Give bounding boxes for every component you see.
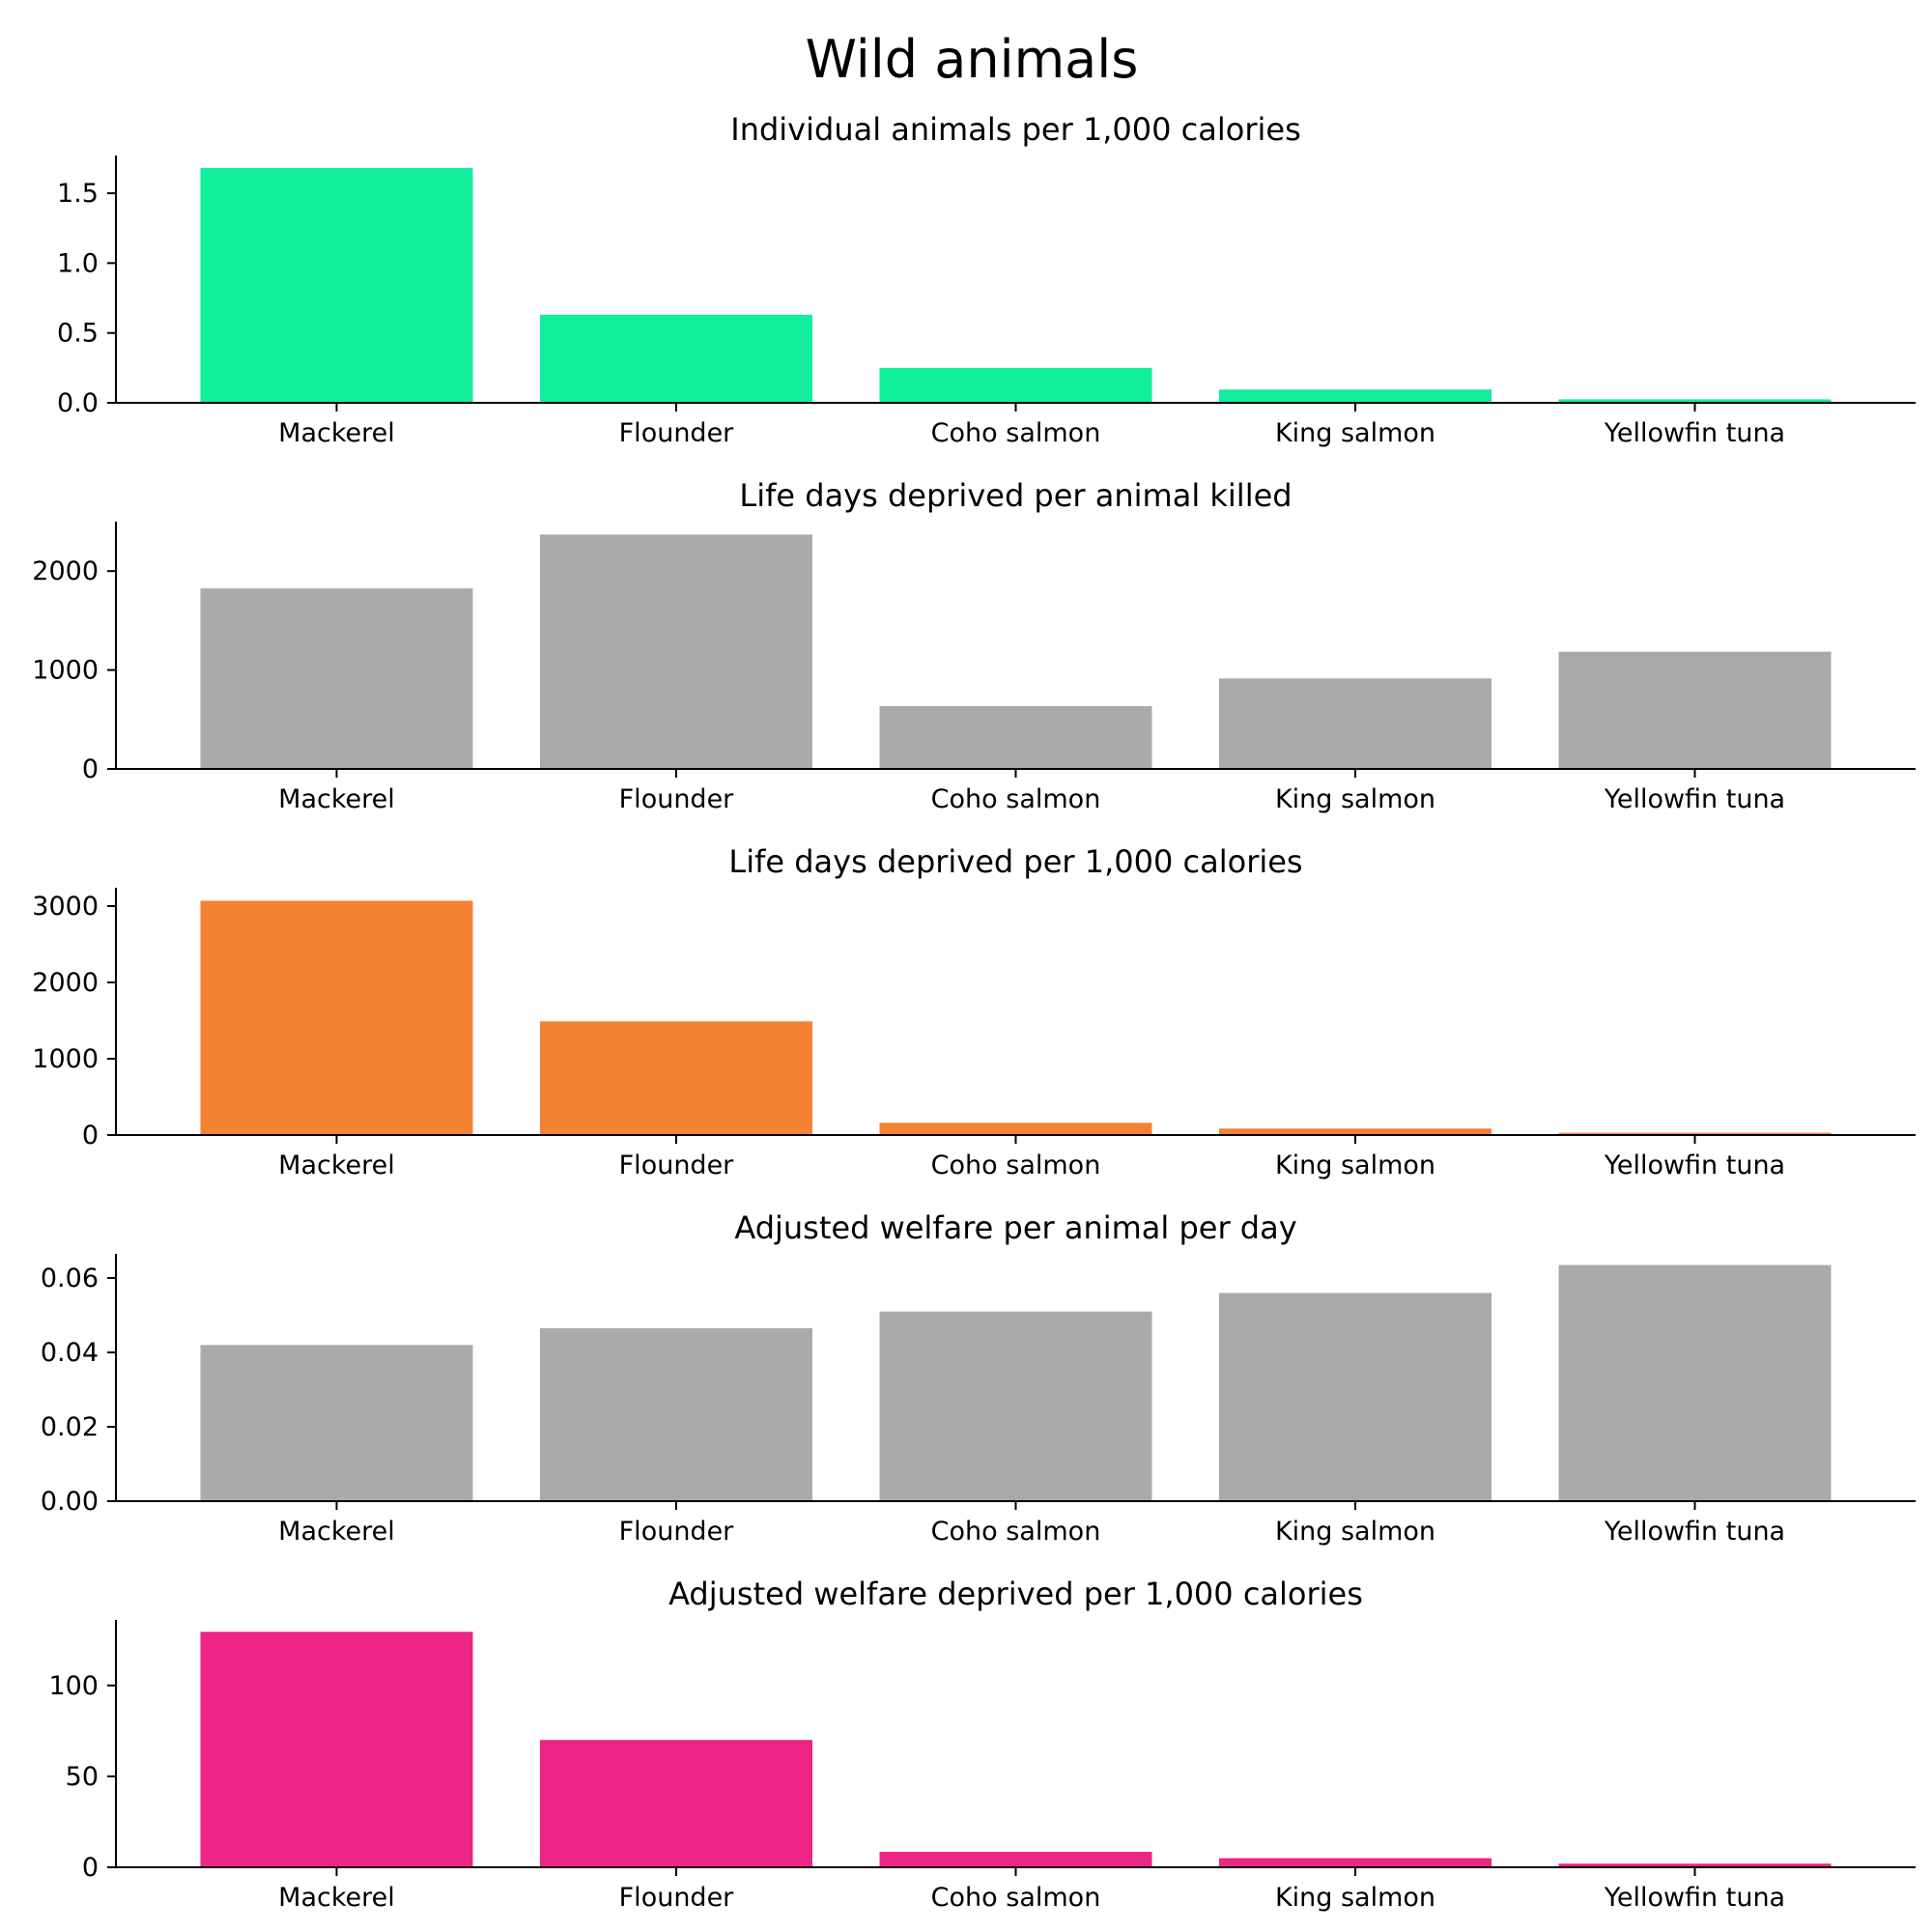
x-tick-label: Coho salmon: [931, 418, 1101, 448]
bar-flounder: [539, 314, 812, 403]
x-tick-label: Coho salmon: [931, 1151, 1101, 1180]
bar-yellowfin-tuna: [1558, 651, 1832, 769]
bar-flounder: [539, 1740, 812, 1867]
panel-title: Life days deprived per animal killed: [739, 477, 1292, 514]
x-tick-label: King salmon: [1275, 784, 1435, 814]
chart-panel-5: Adjusted welfare deprived per 1,000 calo…: [48, 1576, 1916, 1913]
y-tick-label: 100: [48, 1671, 99, 1701]
y-tick-label: 1.0: [57, 248, 99, 278]
bar-king-salmon: [1219, 678, 1492, 769]
y-tick-label: 0.04: [41, 1338, 99, 1368]
bar-king-salmon: [1219, 389, 1492, 403]
y-tick-label: 0.00: [41, 1487, 99, 1517]
bar-mackerel: [200, 900, 473, 1135]
x-tick-label: Mackerel: [278, 1883, 395, 1913]
bar-coho-salmon: [879, 1311, 1152, 1501]
y-tick-label: 0: [82, 754, 99, 784]
x-tick-label: Yellowfin tuna: [1604, 418, 1785, 448]
chart-panels: Individual animals per 1,000 calories 0.0…: [32, 111, 1916, 1913]
bar-king-salmon: [1219, 1128, 1492, 1135]
bar-coho-salmon: [879, 1852, 1152, 1867]
bar-yellowfin-tuna: [1558, 1264, 1832, 1501]
y-tick-label: 0.06: [41, 1264, 99, 1293]
x-tick-label: Flounder: [619, 784, 735, 814]
x-tick-label: King salmon: [1275, 1883, 1435, 1913]
chart-panel-3: Life days deprived per 1,000 calories 0 10…: [32, 843, 1916, 1180]
panel-title: Individual animals per 1,000 calories: [730, 111, 1301, 148]
x-tick-label: Yellowfin tuna: [1604, 1517, 1785, 1547]
x-tick-label: Mackerel: [278, 1517, 395, 1547]
y-tick-label: 3000: [32, 892, 99, 922]
chart-panel-4: Adjusted welfare per animal per day 0.00 0…: [41, 1209, 1916, 1547]
bar-yellowfin-tuna: [1558, 1863, 1832, 1867]
chart-panel-2: Life days deprived per animal killed 0 100…: [32, 477, 1916, 814]
panel-title: Adjusted welfare per animal per day: [734, 1209, 1296, 1246]
y-tick-label: 1000: [32, 1044, 99, 1074]
bar-flounder: [539, 1327, 812, 1501]
y-tick-label: 0.0: [57, 388, 99, 418]
x-tick-label: Mackerel: [278, 784, 395, 814]
x-tick-label: Mackerel: [278, 1151, 395, 1180]
x-tick-label: King salmon: [1275, 1517, 1435, 1547]
chart-panel-1: Individual animals per 1,000 calories 0.0…: [57, 111, 1916, 448]
bar-coho-salmon: [879, 1122, 1152, 1135]
x-tick-label: King salmon: [1275, 1151, 1435, 1180]
x-tick-label: Coho salmon: [931, 1517, 1101, 1547]
bar-flounder: [539, 534, 812, 769]
x-tick-label: Flounder: [619, 1883, 735, 1913]
figure-title: Wild animals: [806, 29, 1139, 90]
x-tick-label: Mackerel: [278, 418, 395, 448]
x-tick-label: Coho salmon: [931, 784, 1101, 814]
y-tick-label: 1000: [32, 656, 99, 686]
bar-flounder: [539, 1021, 812, 1135]
bar-king-salmon: [1219, 1293, 1492, 1501]
bar-mackerel: [200, 168, 473, 403]
bar-mackerel: [200, 1632, 473, 1867]
bar-yellowfin-tuna: [1558, 399, 1832, 403]
panel-title: Adjusted welfare deprived per 1,000 calo…: [668, 1576, 1363, 1612]
x-tick-label: Flounder: [619, 418, 735, 448]
y-tick-label: 1.5: [57, 179, 99, 209]
y-tick-label: 0: [82, 1853, 99, 1883]
panel-title: Life days deprived per 1,000 calories: [728, 843, 1302, 880]
x-tick-label: King salmon: [1275, 418, 1435, 448]
y-tick-label: 50: [66, 1762, 99, 1792]
y-tick-label: 0.5: [57, 319, 99, 349]
bar-coho-salmon: [879, 367, 1152, 403]
y-tick-label: 0: [82, 1121, 99, 1151]
bar-mackerel: [200, 588, 473, 769]
x-tick-label: Yellowfin tuna: [1604, 1883, 1785, 1913]
bar-yellowfin-tuna: [1558, 1132, 1832, 1135]
x-tick-label: Yellowfin tuna: [1604, 784, 1785, 814]
bar-king-salmon: [1219, 1858, 1492, 1867]
x-tick-label: Coho salmon: [931, 1883, 1101, 1913]
y-tick-label: 0.02: [41, 1412, 99, 1442]
bar-coho-salmon: [879, 705, 1152, 769]
x-tick-label: Yellowfin tuna: [1604, 1151, 1785, 1180]
y-tick-label: 2000: [32, 968, 99, 998]
x-tick-label: Flounder: [619, 1151, 735, 1180]
bar-mackerel: [200, 1345, 473, 1501]
x-tick-label: Flounder: [619, 1517, 735, 1547]
y-tick-label: 2000: [32, 556, 99, 586]
